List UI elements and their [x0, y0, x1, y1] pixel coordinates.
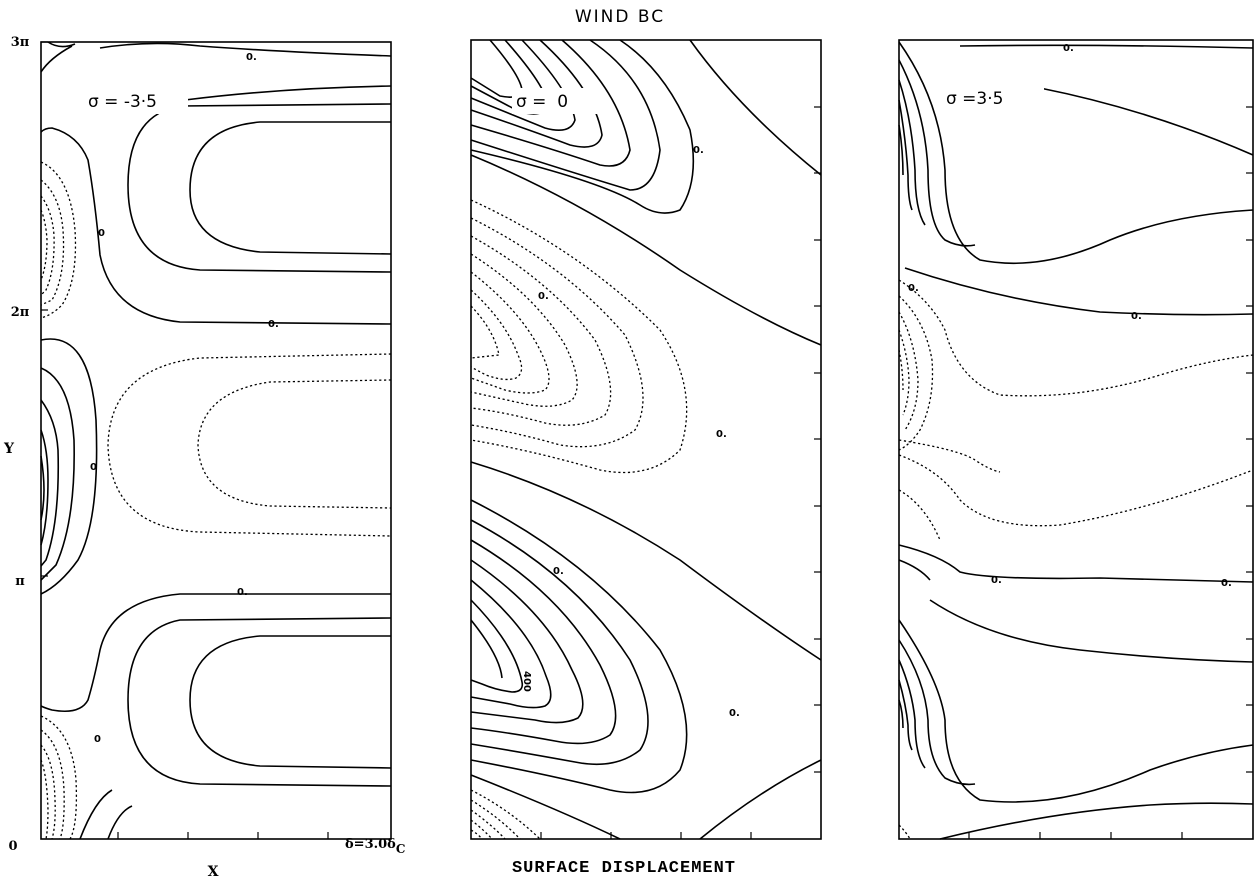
y-tick-0: 0	[8, 839, 17, 854]
panel-3-contours	[898, 41, 1254, 840]
contour-label: 0.	[1131, 311, 1142, 322]
panel-1-sigma-label: σ = -3·5	[88, 92, 157, 112]
contour-label: 0.	[716, 429, 727, 440]
contour-label: 0.	[246, 52, 257, 63]
contour-label: 0.	[268, 319, 279, 330]
panel-3-label-bg	[940, 86, 1044, 112]
panel-sigma-minus-3-5: 0. 0 0. 0. 0 0 σ = -3·5	[40, 41, 392, 840]
figure-title: WIND BC	[575, 7, 665, 27]
y-tick-pi: π	[15, 574, 25, 589]
panel-1-contours	[40, 41, 392, 840]
panel-3-ticks	[968, 106, 1253, 839]
contour-label: 0.	[991, 575, 1002, 586]
contour-label: 0.	[1063, 43, 1074, 54]
panel-sigma-3-5: 0. 0. 0. 0. 0. σ =3·5	[898, 39, 1254, 840]
y-axis-label: Y	[3, 441, 15, 457]
contour-label: 0.	[553, 566, 564, 577]
contour-label: 0	[90, 462, 97, 473]
panel-1-frame	[40, 41, 392, 840]
panel-2-contours	[470, 39, 822, 840]
panel-3-contour-labels: 0. 0. 0. 0. 0.	[908, 43, 1232, 589]
panel-1-label-bg	[80, 88, 188, 114]
panel-sigma-0: 0. 0. 0. 0. 0. 400 σ = 0	[470, 39, 822, 840]
y-tick-3pi: 3π	[11, 35, 30, 50]
contour-label: 400	[521, 671, 532, 692]
panel-3-frame	[898, 39, 1254, 840]
panel-2-contour-labels: 0. 0. 0. 0. 0. 400	[521, 145, 740, 719]
panel-2-label-bg	[512, 88, 602, 114]
panel-2-sigma-label: σ = 0	[516, 92, 568, 112]
contour-label: 0.	[693, 145, 704, 156]
x-axis-label: X	[208, 864, 219, 880]
contour-label: 0.	[237, 587, 248, 598]
contour-label: 0.	[538, 291, 549, 302]
panel-2-ticks	[540, 106, 821, 839]
contour-label: 0.	[908, 283, 919, 294]
contour-label: 0	[98, 228, 105, 239]
contour-label: 0	[94, 734, 101, 745]
contour-label: 0.	[729, 708, 740, 719]
width-note: δ=3.0δC	[345, 837, 405, 856]
panel-1-contour-labels: 0. 0 0. 0. 0 0	[90, 52, 279, 745]
figure-caption: SURFACE DISPLACEMENT	[512, 859, 736, 878]
contour-label: 0.	[1221, 578, 1232, 589]
y-tick-2pi: 2π	[11, 305, 30, 320]
panel-3-sigma-label: σ =3·5	[946, 89, 1003, 109]
panel-1-ticks	[41, 41, 329, 839]
